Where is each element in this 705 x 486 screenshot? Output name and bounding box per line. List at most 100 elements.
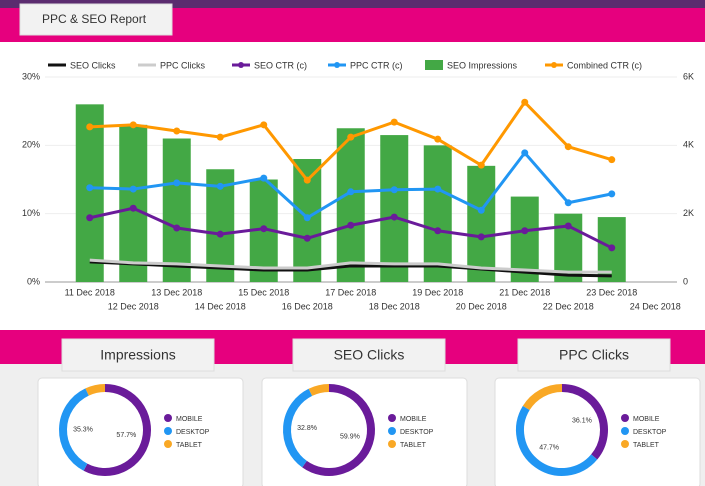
marker <box>173 179 181 187</box>
card-title: Impressions <box>100 347 175 363</box>
card <box>494 377 701 486</box>
legend-swatch <box>425 60 443 70</box>
donut-slice <box>516 405 598 476</box>
marker <box>303 214 311 222</box>
marker <box>477 161 485 169</box>
x-tick-label: 22 Dec 2018 <box>543 301 594 311</box>
legend-label: SEO Clicks <box>70 60 116 70</box>
legend-label: SEO CTR (c) <box>254 60 307 70</box>
slice-label: 59.9% <box>340 434 360 441</box>
slice-label: 36.1% <box>572 418 592 425</box>
marker <box>216 133 224 141</box>
legend-label: DESKTOP <box>176 429 210 436</box>
x-tick-label: 15 Dec 2018 <box>238 287 289 297</box>
legend-label: MOBILE <box>176 416 203 423</box>
legend-dot <box>621 414 629 422</box>
legend-dot <box>164 427 172 435</box>
slice-label: 35.3% <box>73 426 93 433</box>
marker <box>608 156 616 164</box>
x-tick-label: 14 Dec 2018 <box>195 301 246 311</box>
card-title: SEO Clicks <box>334 347 405 363</box>
line <box>89 260 612 278</box>
x-tick-label: 17 Dec 2018 <box>325 287 376 297</box>
marker <box>390 186 398 194</box>
slice-label: 32.8% <box>297 425 317 432</box>
legend-dot <box>164 414 172 422</box>
bar <box>467 165 496 282</box>
x-tick-label: 19 Dec 2018 <box>412 287 463 297</box>
x-tick-label: 21 Dec 2018 <box>499 287 550 297</box>
marker <box>129 121 137 129</box>
bar <box>510 196 539 282</box>
y-tick-label: 20% <box>22 140 40 150</box>
marker <box>521 227 529 235</box>
legend-dot <box>388 427 396 435</box>
y2-tick-label: 0 <box>683 276 688 286</box>
donut-slice <box>283 388 313 468</box>
bar <box>75 104 104 282</box>
card-title-box <box>61 338 215 372</box>
marker <box>260 174 268 182</box>
bar <box>336 128 365 282</box>
legend-dot <box>164 440 172 448</box>
marker <box>129 204 137 212</box>
card <box>37 377 244 486</box>
marker <box>86 123 94 131</box>
donut-slice <box>522 384 563 411</box>
y-tick-label: 0% <box>27 276 40 286</box>
marker <box>216 230 224 238</box>
marker <box>86 184 94 192</box>
top-strip <box>0 0 705 8</box>
marker <box>477 206 485 214</box>
y2-tick-label: 2K <box>683 208 694 218</box>
legend-label: PPC Clicks <box>160 60 206 70</box>
legend-label: MOBILE <box>400 416 427 423</box>
marker <box>216 182 224 190</box>
x-tick-label: 13 Dec 2018 <box>151 287 202 297</box>
marker <box>608 190 616 198</box>
line <box>89 258 612 274</box>
marker <box>434 227 442 235</box>
legend-marker <box>334 62 340 68</box>
marker <box>521 98 529 106</box>
legend-label: DESKTOP <box>633 429 667 436</box>
legend-dot <box>621 440 629 448</box>
marker <box>608 244 616 252</box>
marker <box>390 118 398 126</box>
x-tick-label: 24 Dec 2018 <box>630 301 681 311</box>
legend-label: TABLET <box>633 442 660 449</box>
legend-label: TABLET <box>400 442 427 449</box>
marker <box>564 222 572 230</box>
donut-slice <box>83 384 151 476</box>
marker <box>434 135 442 143</box>
marker <box>347 188 355 196</box>
marker <box>521 149 529 157</box>
bar <box>380 135 409 282</box>
marker <box>260 121 268 129</box>
slice-label: 47.7% <box>539 445 559 452</box>
legend-marker <box>238 62 244 68</box>
marker <box>129 185 137 193</box>
legend-marker <box>551 62 557 68</box>
card-title-box <box>517 338 671 372</box>
x-tick-label: 18 Dec 2018 <box>369 301 420 311</box>
legend-dot <box>388 440 396 448</box>
marker <box>564 143 572 151</box>
donut-slice <box>308 384 330 397</box>
marker <box>477 233 485 241</box>
card-title-box <box>292 338 446 372</box>
y2-tick-label: 4K <box>683 140 694 150</box>
slice-label: 57.7% <box>116 432 136 439</box>
marker <box>390 213 398 221</box>
y-tick-label: 10% <box>22 208 40 218</box>
bar <box>162 138 191 282</box>
marker <box>173 127 181 135</box>
legend-label: TABLET <box>176 442 203 449</box>
marker <box>434 185 442 193</box>
legend-label: DESKTOP <box>400 429 434 436</box>
header-box <box>19 3 173 36</box>
legend-dot <box>621 427 629 435</box>
marker <box>303 234 311 242</box>
